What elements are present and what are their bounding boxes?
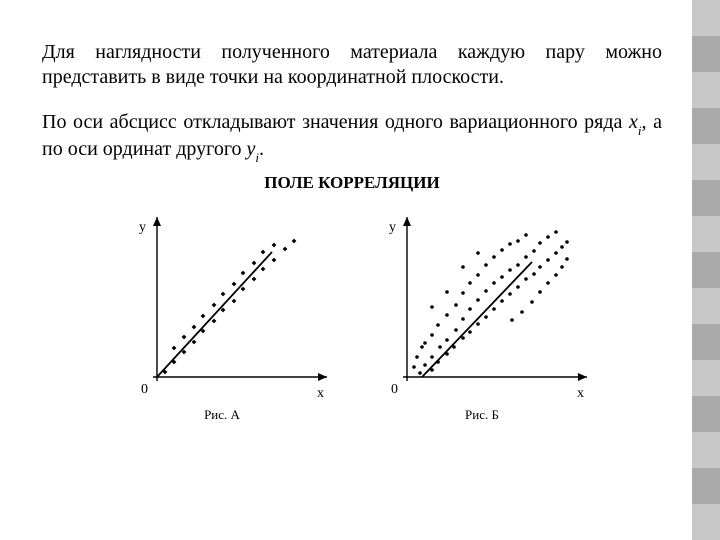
svg-text:y: y <box>389 220 396 235</box>
var-yi-sub: i <box>255 150 259 165</box>
figures-row: y x 0 Рис. А y x 0 Рис. Б <box>42 197 662 427</box>
section-title: ПОЛЕ КОРРЕЛЯЦИИ <box>42 173 662 193</box>
var-xi: xi <box>629 111 642 133</box>
svg-text:0: 0 <box>391 382 398 397</box>
para2-seg-c: . <box>259 138 264 160</box>
var-xi-sub: i <box>638 123 642 138</box>
decorative-sidebar <box>692 0 720 540</box>
svg-text:0: 0 <box>141 382 148 397</box>
figure-a: y x 0 Рис. А <box>102 197 342 427</box>
var-yi: yi <box>247 138 260 160</box>
para2-seg-a: По оси абсцисс откладывают значения одно… <box>42 111 629 133</box>
paragraph-1: Для наглядности полученного материала ка… <box>42 40 662 90</box>
svg-text:Рис. А: Рис. А <box>204 407 240 422</box>
figure-b: y x 0 Рис. Б <box>362 197 602 427</box>
var-xi-sym: x <box>629 111 638 133</box>
paragraph-2: По оси абсцисс откладывают значения одно… <box>42 110 662 165</box>
svg-text:x: x <box>577 386 584 401</box>
svg-text:x: x <box>317 386 324 401</box>
svg-text:Рис. Б: Рис. Б <box>465 407 499 422</box>
svg-text:y: y <box>139 220 146 235</box>
main-content: Для наглядности полученного материала ка… <box>42 20 662 427</box>
